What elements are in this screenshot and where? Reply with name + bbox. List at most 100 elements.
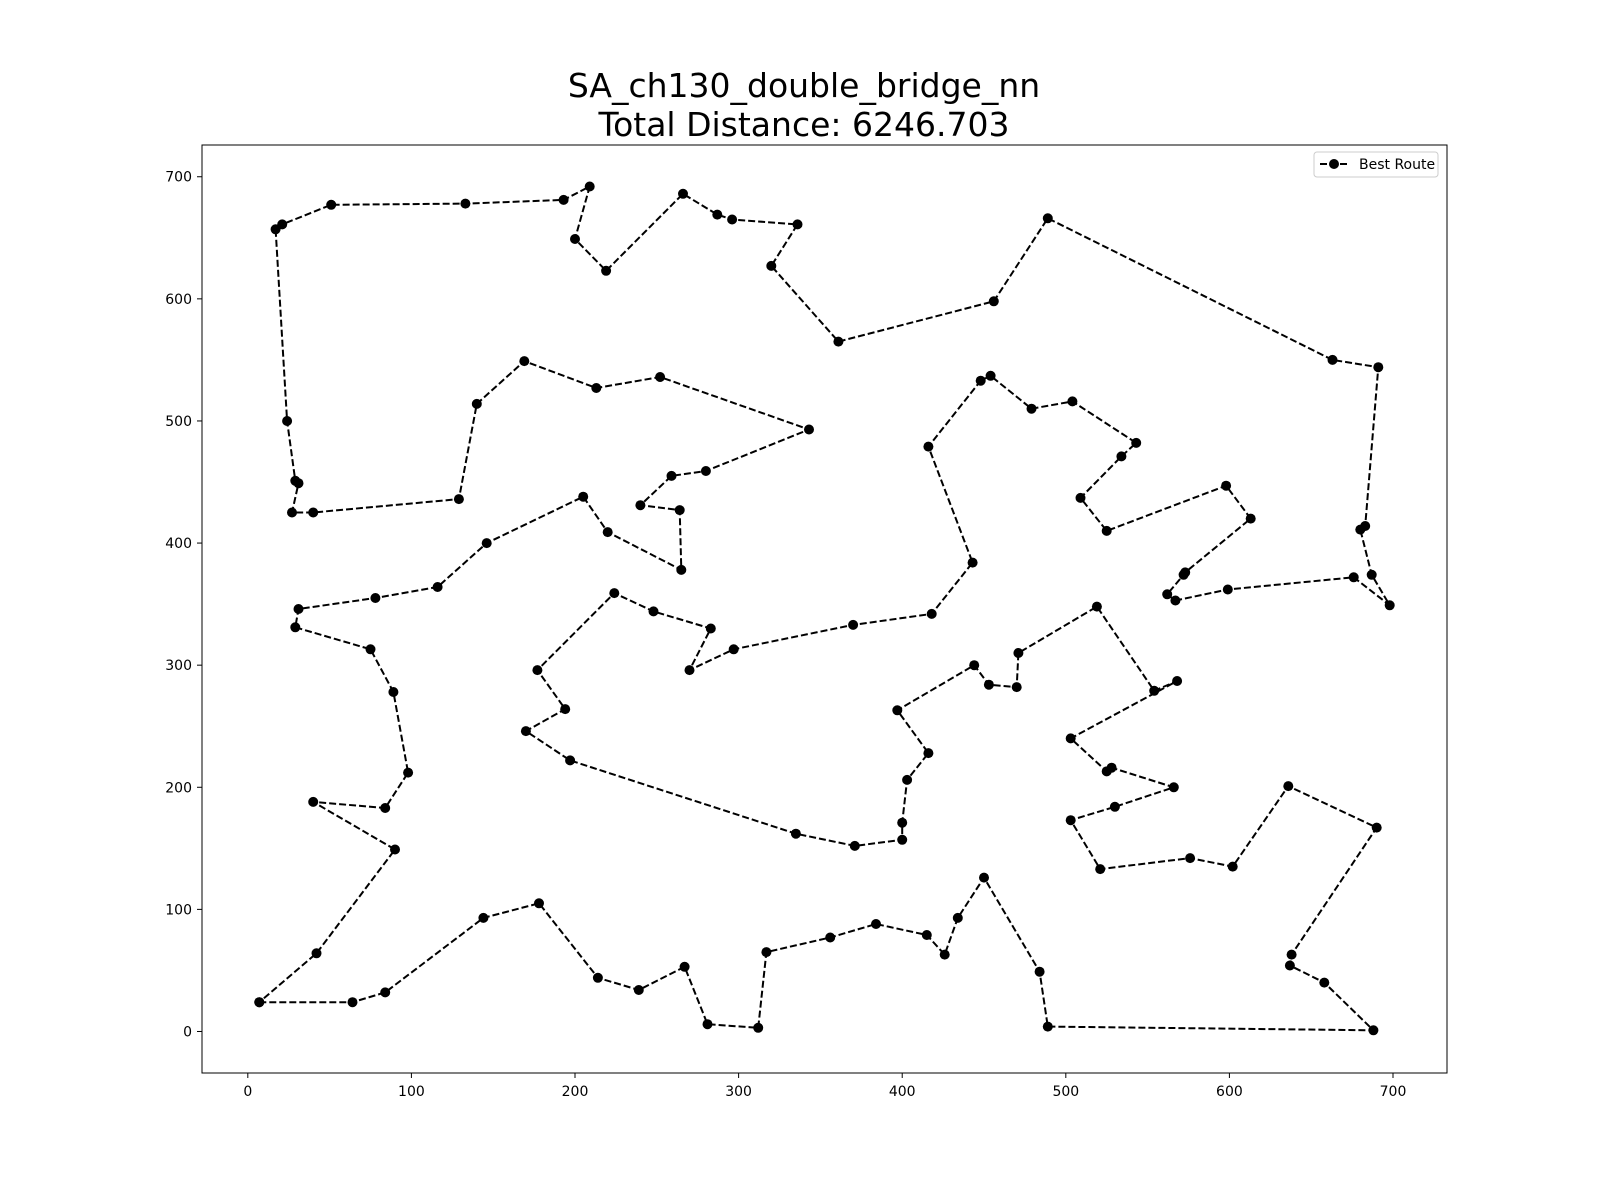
route-point <box>676 564 687 575</box>
route-point <box>326 199 337 210</box>
route-point <box>380 803 391 813</box>
route-point <box>380 987 391 998</box>
route-point <box>679 961 690 972</box>
route-point <box>293 604 304 614</box>
route-point <box>728 644 739 655</box>
x-tick-label: 700 <box>1380 1084 1407 1100</box>
route-point <box>1042 213 1053 224</box>
route-point <box>1131 437 1142 448</box>
route-point <box>1284 960 1295 971</box>
route-point <box>1013 648 1024 658</box>
route-point <box>897 817 908 828</box>
route-point <box>1101 766 1112 777</box>
route-point <box>478 912 489 923</box>
route-line <box>258 185 1391 1032</box>
route-point <box>923 748 934 759</box>
route-point <box>532 665 543 676</box>
route-point <box>988 296 999 307</box>
route-point <box>1371 822 1382 833</box>
route-point <box>792 219 803 230</box>
route-point <box>570 234 580 244</box>
route-point <box>365 644 376 655</box>
route-point <box>926 608 937 619</box>
x-tick-label: 400 <box>889 1084 916 1100</box>
y-tick-label: 400 <box>165 536 192 552</box>
route-point <box>979 872 989 883</box>
route-point <box>648 606 659 617</box>
route-point <box>578 491 589 502</box>
route-point <box>1319 977 1330 988</box>
route-point <box>347 997 358 1008</box>
route-point <box>674 505 685 516</box>
route-point <box>902 774 913 785</box>
y-tick-label: 300 <box>165 658 192 674</box>
route-point <box>471 398 482 409</box>
y-tick-label: 500 <box>165 414 192 430</box>
route-point <box>897 834 908 845</box>
route-point <box>1283 781 1294 792</box>
route-point <box>370 593 381 603</box>
legend-box <box>1313 151 1439 178</box>
route-point <box>702 1019 713 1030</box>
route-point <box>939 949 950 960</box>
route-point <box>602 527 613 538</box>
route-point <box>1011 682 1022 693</box>
route-point <box>705 623 716 634</box>
route-point <box>1366 569 1377 580</box>
route-point <box>287 507 297 518</box>
route-point <box>565 755 576 766</box>
route-point <box>1185 853 1196 864</box>
legend-label-best-route: Best Route <box>1359 157 1435 173</box>
route-point <box>848 619 859 630</box>
route-point <box>952 912 963 923</box>
route-point <box>655 372 666 382</box>
route-point <box>388 687 399 697</box>
y-tick-label: 700 <box>165 170 192 186</box>
route-point <box>1026 403 1037 414</box>
y-tick-label: 0 <box>183 1024 192 1040</box>
x-axis: 0 100 200 300 400 500 600 700 <box>243 1073 1406 1100</box>
route-point <box>308 507 319 518</box>
route-point <box>1373 362 1384 373</box>
route-point <box>1075 492 1086 503</box>
x-tick-label: 500 <box>1052 1084 1079 1100</box>
route-point <box>534 898 544 909</box>
route-point <box>804 424 814 435</box>
route-point <box>700 466 711 476</box>
x-tick-label: 100 <box>398 1084 425 1100</box>
route-point <box>967 557 978 568</box>
route-point <box>460 198 471 209</box>
route-point <box>308 796 319 807</box>
route-point <box>293 478 304 489</box>
series-best-route <box>254 181 1395 1036</box>
route-point <box>712 209 723 220</box>
route-point <box>520 726 531 737</box>
route-point <box>1384 600 1395 611</box>
route-point <box>1168 782 1179 793</box>
route-point <box>975 375 986 386</box>
route-point <box>727 214 738 225</box>
route-point <box>983 679 994 690</box>
route-point <box>1286 949 1297 960</box>
route-point <box>558 194 569 205</box>
x-tick-label: 0 <box>243 1084 252 1100</box>
route-point <box>892 705 903 716</box>
plot-area <box>201 144 1448 1074</box>
route-point <box>753 1022 764 1033</box>
route-point <box>1042 1021 1053 1032</box>
chart-subtitle: Total Distance: 6246.703 <box>598 105 1010 144</box>
y-axis: 0 100 200 300 400 500 600 700 <box>165 170 202 1040</box>
route-point <box>678 188 688 199</box>
y-tick-label: 200 <box>165 780 192 796</box>
route-point <box>390 844 400 855</box>
route-point <box>1327 354 1338 365</box>
route-point <box>1348 572 1359 583</box>
route-point <box>1065 733 1076 744</box>
route-point <box>766 260 777 271</box>
route-point <box>1227 861 1238 872</box>
route-point <box>609 588 620 599</box>
route-point <box>560 704 571 715</box>
route-point <box>592 972 603 983</box>
route-point <box>761 947 772 958</box>
route-point <box>1149 685 1160 696</box>
